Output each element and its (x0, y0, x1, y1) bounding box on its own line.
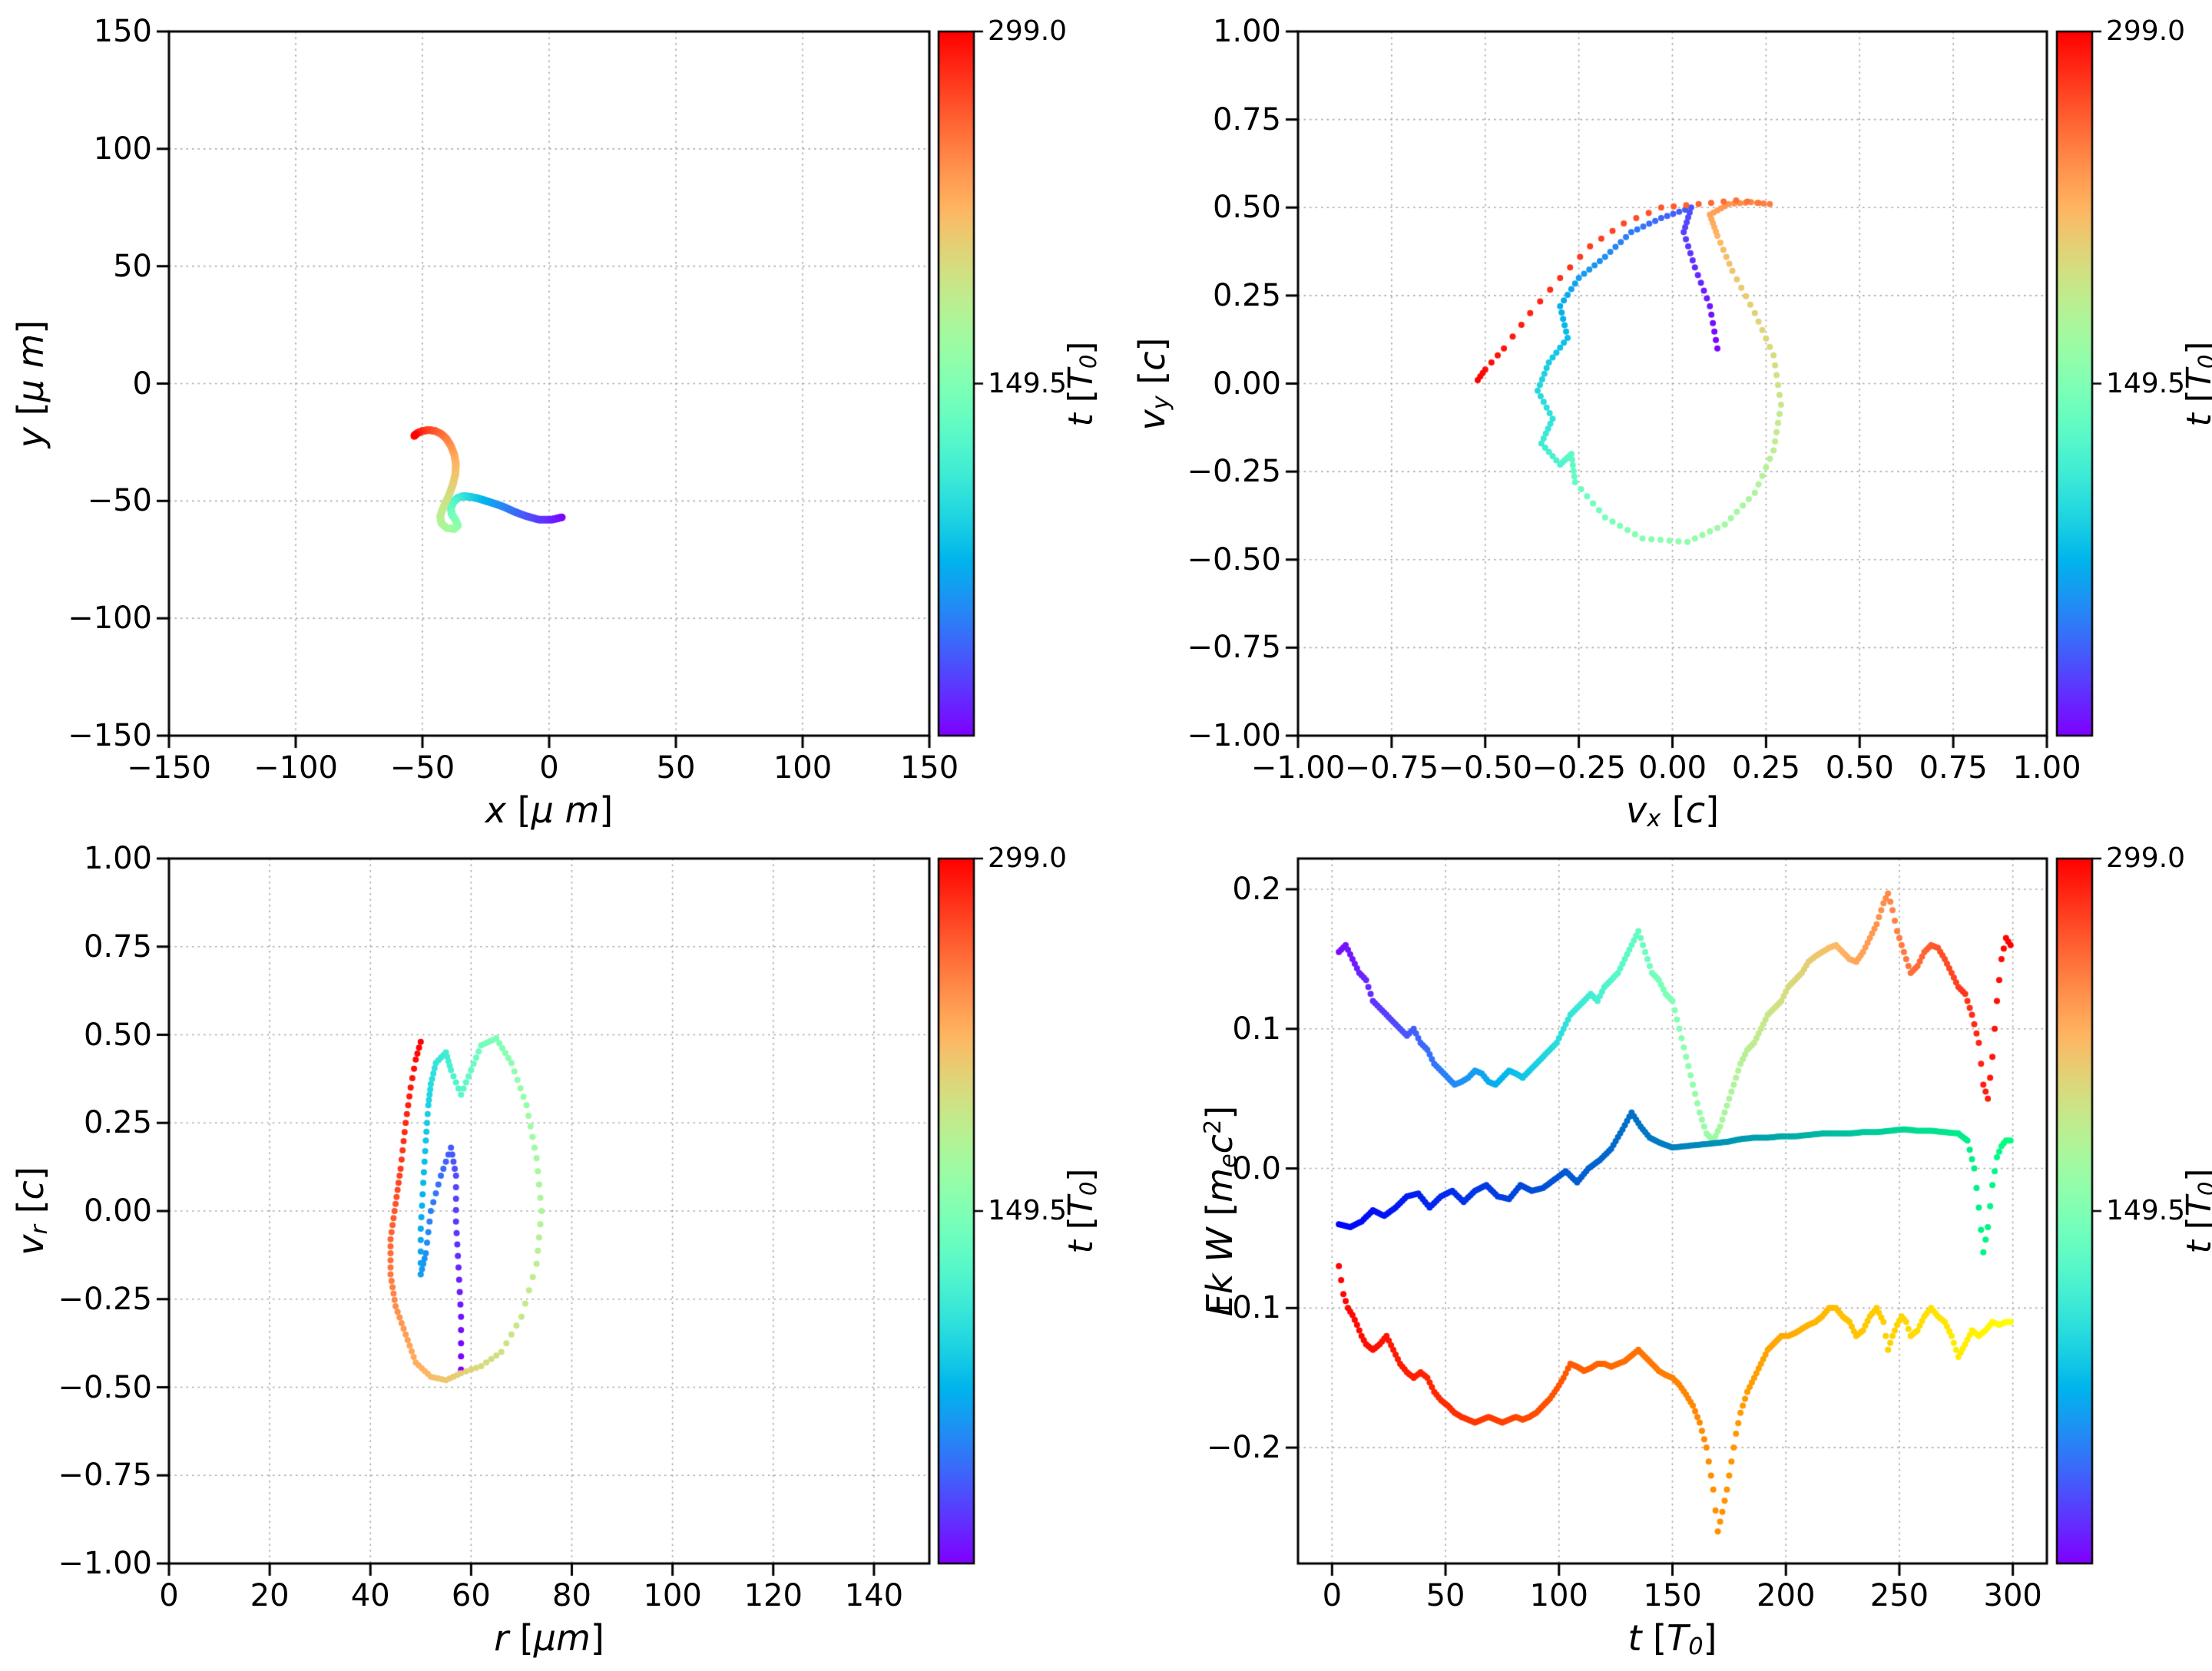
panel-r-vr-phase-space (169, 859, 929, 1563)
panel-velocity-space (1298, 31, 2047, 736)
panel-xy-trajectory (169, 31, 929, 736)
panel-energy-work-time (1298, 859, 2047, 1563)
